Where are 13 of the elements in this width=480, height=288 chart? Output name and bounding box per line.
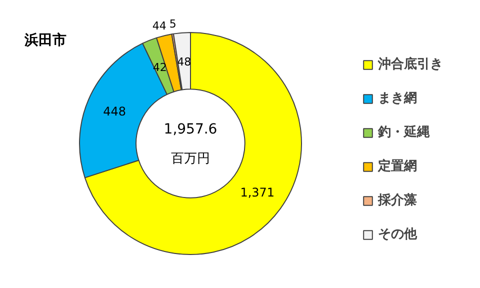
text: 浜田市 <box>24 32 66 48</box>
data-label: 44 <box>152 19 166 32</box>
data-label: 5 <box>169 18 176 30</box>
legend-label: その他 <box>378 226 417 243</box>
data-label: 448 <box>103 104 126 118</box>
data-label: 1,371 <box>240 186 275 200</box>
text: 1,957.6 <box>164 121 218 138</box>
legend-label: 釣・延縄 <box>378 124 430 141</box>
legend-label: まき網 <box>378 90 417 107</box>
legend-label: 採介藻 <box>378 192 417 209</box>
text: 百万円 <box>171 152 210 167</box>
legend-label: 沖合底引き <box>378 56 443 73</box>
legend-label: 定置網 <box>378 158 417 175</box>
